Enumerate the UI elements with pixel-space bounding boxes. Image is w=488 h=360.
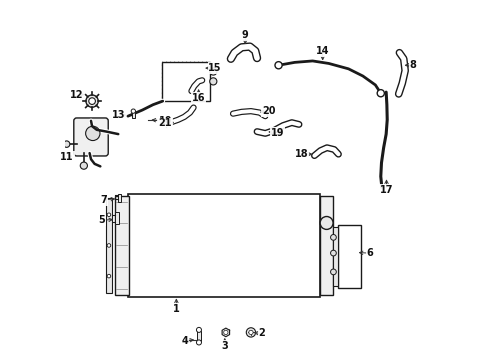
Text: 14: 14 — [315, 46, 329, 56]
Text: 9: 9 — [242, 30, 248, 40]
Bar — [115, 196, 129, 295]
Circle shape — [376, 90, 384, 97]
Text: 20: 20 — [262, 106, 275, 116]
Text: 11: 11 — [60, 152, 74, 162]
Text: 2: 2 — [258, 328, 264, 338]
Circle shape — [131, 109, 135, 113]
Circle shape — [223, 330, 227, 334]
Bar — [337, 225, 360, 288]
Text: 17: 17 — [379, 185, 392, 195]
Text: 10: 10 — [159, 116, 172, 126]
Circle shape — [63, 141, 70, 147]
Circle shape — [196, 327, 201, 332]
Text: 1: 1 — [173, 304, 180, 314]
Bar — [128, 194, 319, 297]
Bar — [333, 226, 337, 286]
Circle shape — [330, 250, 336, 256]
Text: 13: 13 — [111, 111, 125, 121]
Circle shape — [107, 244, 110, 247]
Circle shape — [330, 234, 336, 240]
Circle shape — [86, 95, 98, 107]
Text: 19: 19 — [270, 128, 284, 138]
Circle shape — [274, 62, 282, 69]
Circle shape — [85, 126, 100, 140]
Bar — [115, 212, 119, 224]
Circle shape — [196, 340, 201, 345]
Bar — [131, 112, 135, 118]
Circle shape — [330, 269, 336, 275]
Text: 7: 7 — [101, 195, 107, 205]
Polygon shape — [222, 328, 229, 337]
Circle shape — [320, 216, 332, 229]
Text: 12: 12 — [70, 90, 83, 100]
Bar — [117, 194, 121, 202]
Circle shape — [107, 213, 110, 217]
Circle shape — [209, 68, 217, 75]
Circle shape — [89, 98, 95, 104]
Bar — [162, 62, 210, 101]
Circle shape — [246, 328, 255, 337]
Text: 15: 15 — [208, 63, 222, 73]
Bar — [105, 198, 112, 293]
Bar — [319, 196, 333, 295]
Text: 6: 6 — [366, 248, 373, 258]
Text: 5: 5 — [98, 215, 105, 225]
Text: 3: 3 — [221, 341, 228, 351]
Text: 21: 21 — [158, 118, 171, 128]
Circle shape — [248, 330, 253, 334]
Text: 18: 18 — [294, 149, 308, 159]
Bar — [197, 330, 201, 341]
Circle shape — [209, 78, 217, 85]
Text: 8: 8 — [409, 60, 416, 70]
Circle shape — [107, 274, 110, 278]
Text: 16: 16 — [191, 93, 205, 103]
FancyBboxPatch shape — [74, 118, 108, 156]
Circle shape — [80, 162, 87, 169]
Text: 4: 4 — [181, 336, 188, 346]
